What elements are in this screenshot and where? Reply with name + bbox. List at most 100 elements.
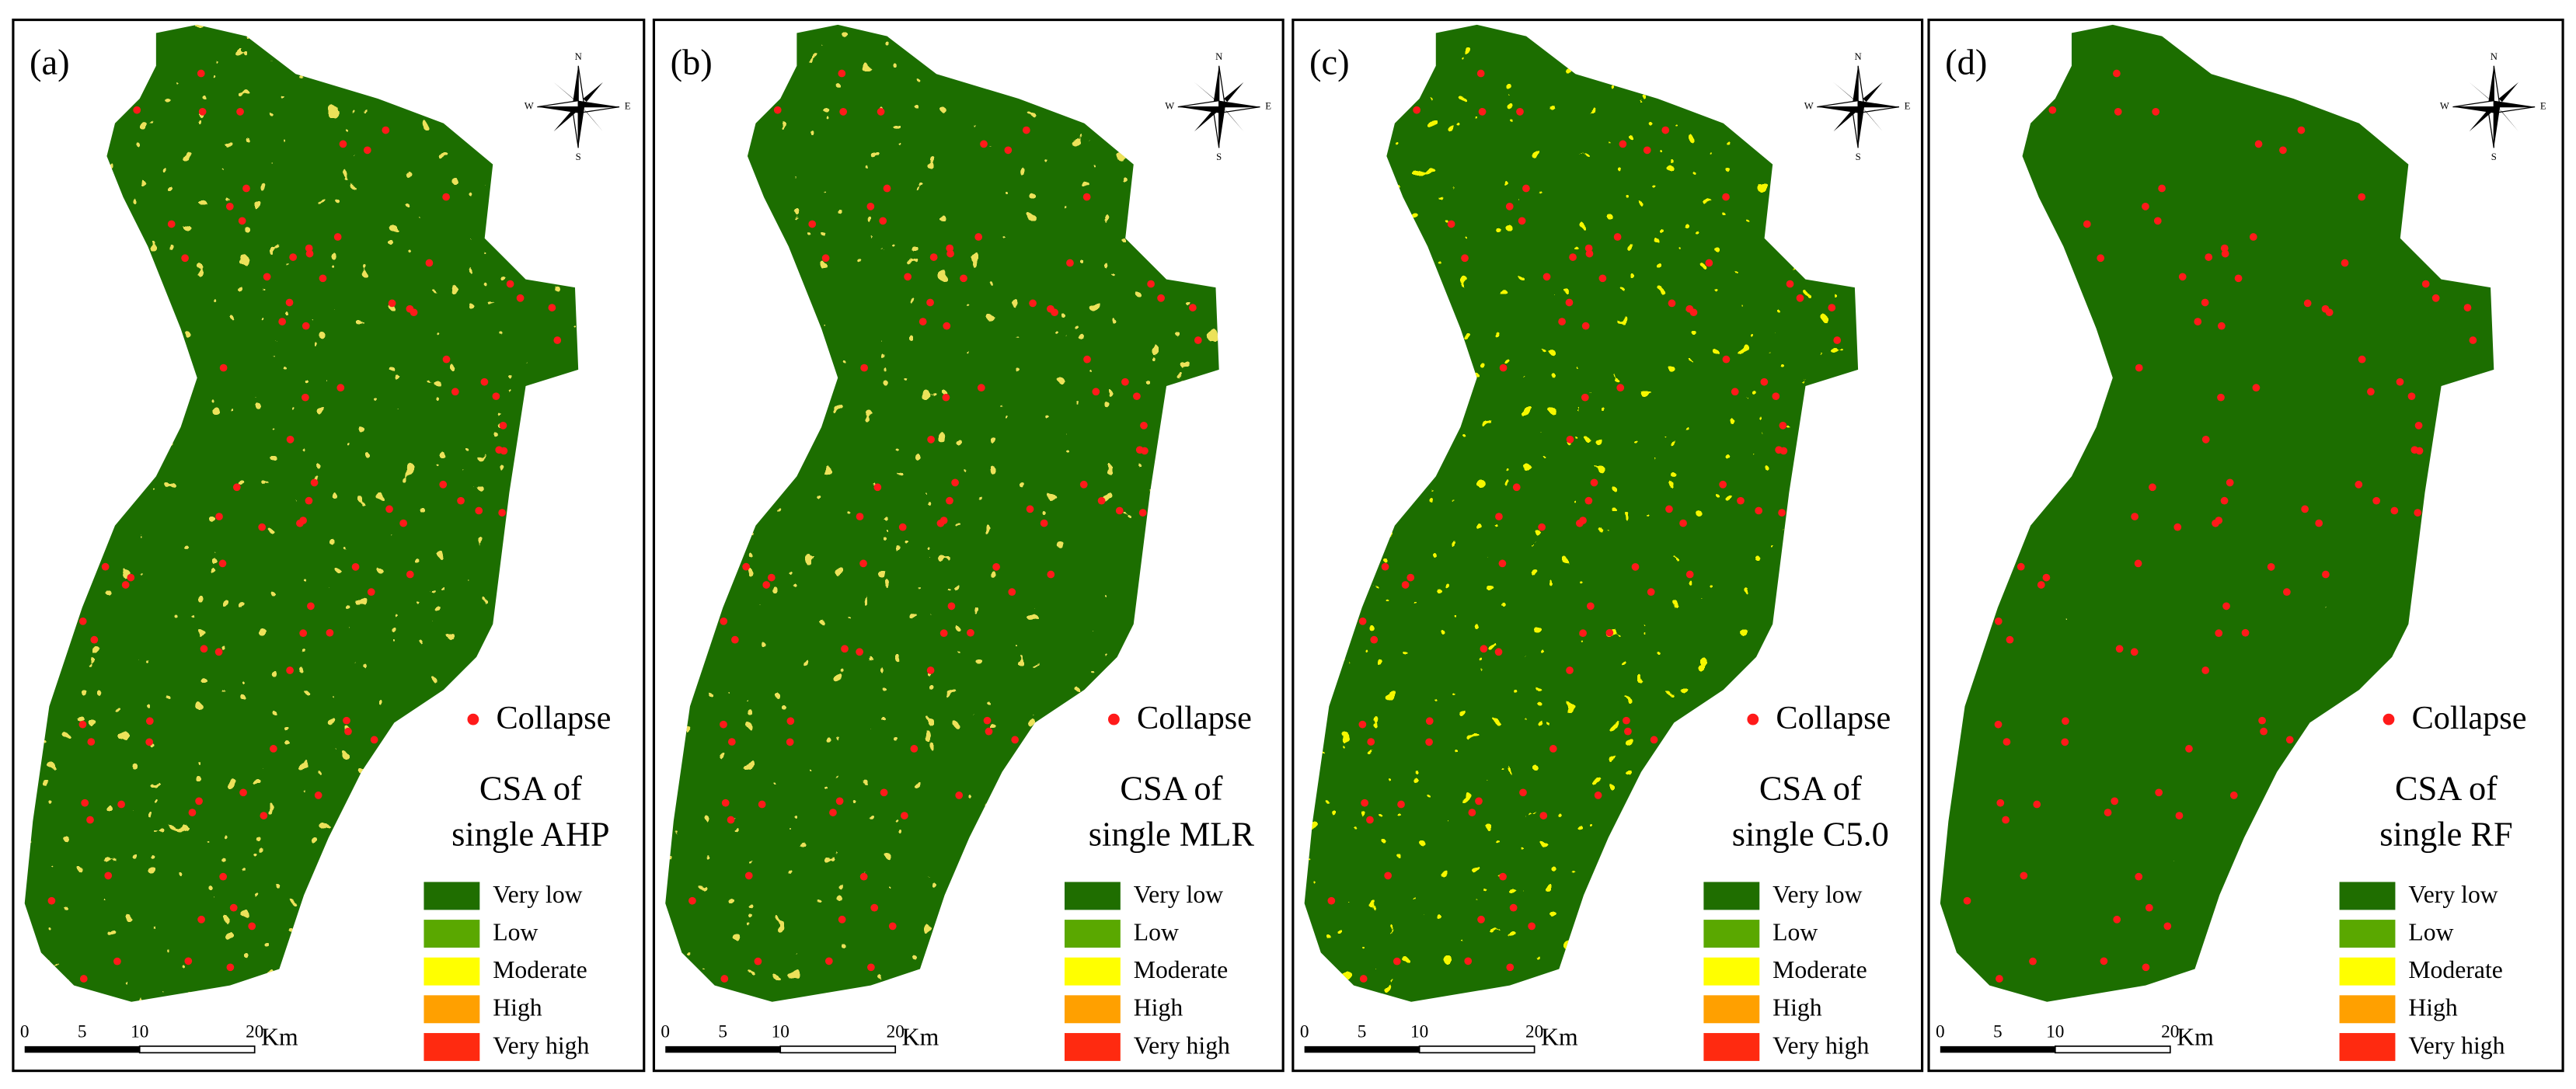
collapse-point xyxy=(1549,745,1557,753)
collapse-point xyxy=(2152,107,2160,116)
collapse-point xyxy=(1384,872,1393,880)
legend-swatch xyxy=(2339,957,2396,986)
collapse-point xyxy=(2194,318,2202,325)
scale-tick-label: 5 xyxy=(78,1021,87,1042)
panel-frame xyxy=(652,18,1285,1073)
collapse-point xyxy=(2104,809,2112,816)
compass-point xyxy=(2469,82,2493,103)
collapse-point xyxy=(2414,509,2422,517)
collapse-point xyxy=(856,648,863,656)
compass-point xyxy=(578,100,620,107)
collapse-point xyxy=(2218,322,2226,330)
collapse-point xyxy=(2355,480,2363,489)
collapse-point xyxy=(1828,304,1836,311)
collapse-point xyxy=(225,202,234,210)
collapse-point xyxy=(238,217,246,225)
collapse-point xyxy=(1157,294,1165,302)
collapse-point xyxy=(226,963,235,972)
collapse-point xyxy=(2029,957,2037,965)
collapse-point xyxy=(1516,107,1524,116)
collapse-point xyxy=(2390,506,2399,515)
panel-label: (a) xyxy=(30,43,70,82)
collapse-point xyxy=(1121,377,1129,386)
collapse-point xyxy=(1584,244,1593,252)
collapse-point xyxy=(2463,304,2472,311)
legend-label: Low xyxy=(2408,918,2453,945)
collapse-point xyxy=(879,217,887,225)
scale-tick-label: 10 xyxy=(1410,1021,1428,1042)
collapse-point xyxy=(1616,384,1625,392)
legend-label: Very high xyxy=(1134,1032,1230,1059)
collapse-point xyxy=(860,364,869,372)
collapse-point xyxy=(720,975,729,983)
scale-bar-black xyxy=(1940,1046,2055,1053)
collapse-point xyxy=(399,519,407,527)
collapse-point xyxy=(2142,963,2150,972)
collapse-point xyxy=(942,393,950,402)
collapse-point xyxy=(1366,816,1374,824)
collapse-point xyxy=(2258,716,2266,725)
collapse-point xyxy=(2173,523,2182,531)
collapse-point xyxy=(1008,588,1016,597)
compass-point xyxy=(583,82,603,103)
scale-bar-black xyxy=(1304,1046,1420,1053)
collapse-point xyxy=(1478,107,1487,116)
collapse-point xyxy=(1370,635,1379,644)
scale-bar-white xyxy=(779,1046,897,1054)
collapse-point xyxy=(1359,975,1368,983)
legend-swatch xyxy=(1703,995,1760,1024)
collapse-point xyxy=(2322,570,2330,579)
collapse-point xyxy=(79,975,88,983)
collapse-point xyxy=(1141,447,1149,455)
collapse-point xyxy=(305,249,314,258)
panel: (a) N S W E Collapse CSA of single AHP Very low L… xyxy=(12,18,646,1073)
collapse-point xyxy=(1558,318,1566,325)
collapse-point xyxy=(1194,336,1202,344)
collapse-point xyxy=(492,392,500,401)
legend-swatch xyxy=(1064,957,1121,986)
collapse-point xyxy=(367,588,375,597)
collapse-point xyxy=(2396,377,2404,386)
collapse-point xyxy=(1722,193,1730,201)
panel-frame xyxy=(1291,18,1924,1073)
collapse-point xyxy=(286,666,294,674)
collapse-point xyxy=(215,513,223,520)
compass-e: E xyxy=(2540,100,2546,111)
collapse-point xyxy=(904,273,912,281)
legend-label: Very low xyxy=(2408,881,2498,908)
collapse-point xyxy=(2114,107,2122,116)
collapse-point xyxy=(2033,800,2041,809)
collapse-point xyxy=(1581,393,1589,402)
legend-label: Very low xyxy=(1134,881,1223,908)
collapse-point xyxy=(269,745,277,753)
collapse-point xyxy=(258,523,267,531)
compass-point xyxy=(1218,100,1260,107)
legend-label: High xyxy=(493,994,542,1021)
legend-label: Moderate xyxy=(1134,956,1228,983)
collapse-point xyxy=(1509,903,1518,912)
collapse-point xyxy=(101,562,110,571)
map-title: single C5.0 xyxy=(1732,815,1889,854)
collapse-point xyxy=(1772,392,1780,401)
collapse-point xyxy=(1623,716,1630,725)
collapse-point xyxy=(2234,274,2243,283)
collapse-point xyxy=(1393,957,1401,965)
scale-tick-label: 20 xyxy=(887,1021,905,1042)
compass-point xyxy=(537,106,579,113)
compass-point xyxy=(2469,108,2493,132)
collapse-point xyxy=(1413,106,1421,114)
legend-label: Very high xyxy=(2408,1032,2505,1059)
collapse-point xyxy=(1994,720,2003,729)
collapse-point xyxy=(2325,308,2334,317)
collapse-point xyxy=(2205,253,2213,261)
collapse-point xyxy=(1022,126,1030,134)
collapse-point xyxy=(305,496,313,505)
collapse-point xyxy=(2254,140,2263,148)
collapse-point xyxy=(2220,496,2229,505)
legend-label: High xyxy=(2408,994,2458,1021)
collapse-point xyxy=(688,896,696,905)
collapse-point xyxy=(310,478,319,487)
collapse-point xyxy=(229,903,238,912)
compass-point xyxy=(1817,106,1859,113)
collapse-point xyxy=(200,645,208,653)
